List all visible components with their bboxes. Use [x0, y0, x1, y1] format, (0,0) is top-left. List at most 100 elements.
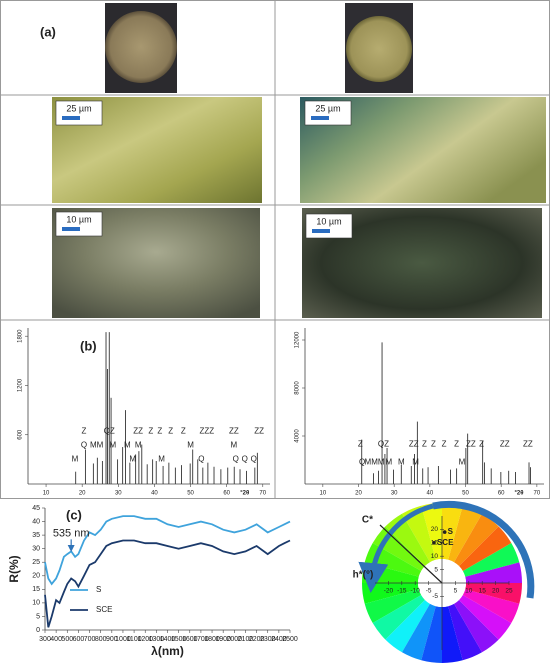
color-point: [442, 530, 447, 534]
y-tick-label: 5: [434, 566, 438, 573]
scale-bar-label: 10 µm: [66, 214, 91, 224]
wheel-sector: [448, 505, 482, 563]
x-tick-label: 700: [84, 636, 96, 643]
wheel-sector: [402, 603, 436, 661]
phase-label: ZZ: [500, 440, 510, 449]
x-tick-label: -10: [410, 588, 420, 595]
y-axis-label: R(%): [7, 555, 21, 582]
phase-label: ZZ: [133, 427, 143, 436]
x-tick-label: 900: [106, 636, 118, 643]
y-tick-label: 20: [32, 573, 40, 580]
wheel-sector: [465, 583, 523, 604]
y-tick-label: 45: [32, 505, 40, 512]
x-tick-label: 40: [151, 491, 158, 497]
phase-label: Z: [454, 440, 459, 449]
x-tick-label: 1600: [182, 636, 198, 643]
point-label: SCE: [437, 538, 454, 547]
x-tick-label: 70: [259, 491, 266, 497]
x-tick-label: 30: [115, 491, 122, 497]
x-tick-label: 60: [223, 491, 230, 497]
x-tick-label: 20: [79, 491, 86, 497]
x-tick-label: 60: [498, 491, 505, 497]
x-tick-label: 2200: [249, 636, 265, 643]
x-tick-label: 1500: [171, 636, 187, 643]
x-tick-label: 1100: [127, 636, 142, 643]
scale-bar-box: [55, 100, 103, 126]
wheel-sector: [372, 595, 425, 640]
phase-label: Q: [251, 454, 257, 463]
scale-bar: [311, 116, 329, 120]
wheel-sector: [465, 562, 523, 583]
phase-label: Z: [431, 440, 436, 449]
y-tick-label: 4000: [295, 429, 301, 443]
y-tick-label: 30: [32, 546, 40, 553]
wheel-sector: [385, 600, 430, 653]
x-tick-label: 10: [319, 491, 326, 497]
wheel-sector: [454, 600, 499, 653]
x-axis-label: °2θ: [240, 491, 249, 497]
x-tick-label: 50: [187, 491, 194, 497]
x-tick-label: -15: [397, 588, 407, 595]
wheel-sector: [448, 603, 482, 661]
x-tick-label: 2400: [271, 636, 287, 643]
x-tick-label: 20: [355, 491, 362, 497]
scale-bar-box: [55, 211, 103, 237]
legend-label: S: [96, 585, 101, 594]
y-tick-label: 600: [18, 429, 24, 440]
scale-bar: [312, 229, 330, 233]
x-tick-label: 1900: [215, 636, 231, 643]
wheel-sector: [442, 606, 463, 664]
y-tick-label: -5: [432, 593, 438, 600]
phase-label: Z: [422, 440, 427, 449]
scale-bar-label: 10 µm: [316, 216, 341, 226]
phase-label: Z: [358, 440, 363, 449]
phase-label: M: [385, 458, 392, 467]
y-tick-label: 10: [32, 600, 40, 607]
phase-label: M: [158, 454, 165, 463]
phase-label: M: [187, 441, 194, 450]
wheel-sector: [462, 589, 520, 623]
phase-label: Z: [82, 427, 87, 436]
x-tick-label: 30: [391, 491, 398, 497]
x-tick-label: 1700: [193, 636, 209, 643]
y-tick-label: 20: [431, 526, 439, 533]
y-tick-label: 5: [36, 613, 40, 620]
y-tick-label: 10: [431, 553, 439, 560]
x-axis-label: °2θ: [515, 491, 524, 497]
phase-label: M: [459, 458, 466, 467]
x-tick-label: 70: [534, 491, 541, 497]
x-tick-label: 400: [50, 636, 62, 643]
y-tick-label: 1800: [18, 329, 24, 343]
y-axis-label: C*: [362, 515, 373, 526]
x-tick-label: 1400: [160, 636, 176, 643]
scale-bar: [62, 116, 80, 120]
x-tick-label: 1200: [137, 636, 153, 643]
wheel-sector: [462, 543, 520, 577]
phase-label: ZZ: [229, 427, 239, 436]
x-tick-label: 10: [43, 491, 50, 497]
x-tick-label: 5: [454, 588, 458, 595]
phase-label: ZZ: [254, 427, 264, 436]
wheel-sector: [442, 502, 463, 560]
y-tick-label: 40: [32, 518, 40, 525]
x-tick-label: 50: [462, 491, 469, 497]
scale-bar-box: [305, 213, 353, 239]
y-tick-label: 0: [36, 627, 40, 634]
x-tick-label: -5: [426, 588, 432, 595]
wheel-sector: [364, 589, 422, 623]
sample-photos: [105, 3, 413, 93]
phase-label: MMM: [365, 458, 385, 467]
phase-label: M: [412, 458, 419, 467]
x-tick-label: 20: [492, 588, 500, 595]
phase-label: QZ: [378, 440, 389, 449]
x-tick-label: 40: [427, 491, 434, 497]
scale-bar-label: 25 µm: [315, 103, 340, 113]
wheel-sector: [402, 505, 436, 563]
wheel-sector: [459, 595, 512, 640]
x-tick-label: 1300: [149, 636, 165, 643]
color-point: [432, 541, 436, 545]
phase-label: M: [398, 458, 405, 467]
phase-label: Z: [148, 427, 153, 436]
phase-label: Z: [479, 440, 484, 449]
